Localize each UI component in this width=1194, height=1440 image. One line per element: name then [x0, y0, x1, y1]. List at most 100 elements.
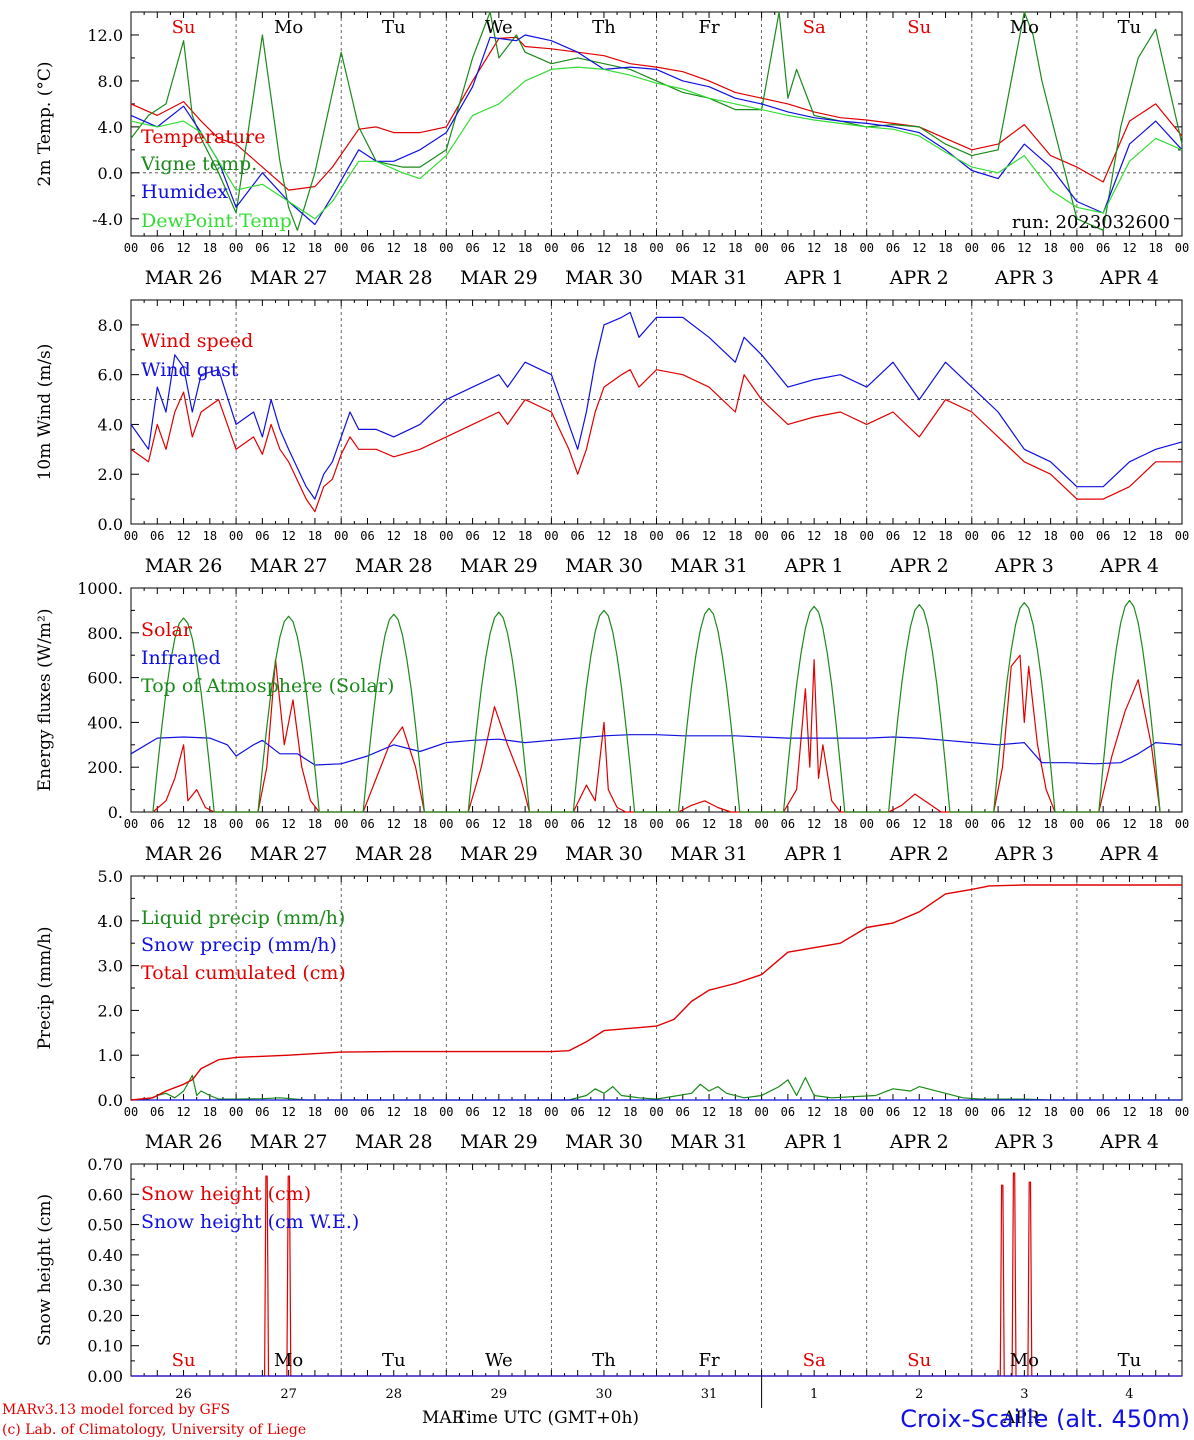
hour-tick-label: 18: [938, 241, 952, 255]
hour-tick-label: 06: [1096, 241, 1110, 255]
y-tick-label: 2.0: [98, 1001, 123, 1020]
weekday-label: Th: [592, 1350, 616, 1371]
weekday-label: Tu: [1118, 17, 1142, 38]
day-number-label: 28: [385, 1387, 402, 1402]
hour-tick-label: 00: [334, 817, 348, 831]
hour-tick-label: 00: [1070, 1105, 1084, 1119]
hour-tick-label: 12: [597, 529, 611, 543]
series-line-snow-height-cm-: [131, 1172, 1182, 1377]
hour-tick-label: 06: [781, 817, 795, 831]
station-label: Croix-Scaille (alt. 450m): [900, 1405, 1190, 1433]
hour-tick-label: 18: [1043, 241, 1057, 255]
hour-tick-label: 00: [965, 817, 979, 831]
hour-tick-label: 00: [1175, 1105, 1189, 1119]
hour-tick-label: 12: [597, 817, 611, 831]
weekday-label: Fr: [699, 17, 720, 38]
legend-entry: Solar: [141, 619, 193, 641]
hour-tick-label: 00: [229, 817, 243, 831]
day-number-label: 3: [1020, 1387, 1028, 1402]
hour-tick-label: 18: [1148, 241, 1162, 255]
y-tick-label: 1.0: [98, 1046, 123, 1065]
date-label: MAR 26: [145, 1131, 223, 1153]
legend-entry: Infrared: [141, 647, 221, 669]
date-label: MAR 30: [565, 267, 643, 289]
hour-tick-label: 12: [702, 1105, 716, 1119]
hour-tick-label: 12: [387, 529, 401, 543]
hour-tick-label: 12: [912, 1105, 926, 1119]
hour-tick-label: 18: [308, 817, 322, 831]
y-tick-label: 4.0: [98, 415, 123, 434]
hour-tick-label: 00: [334, 529, 348, 543]
hour-tick-label: 12: [281, 529, 295, 543]
date-label: MAR 27: [250, 843, 328, 865]
y-axis-label: Precip (mm/h): [35, 926, 55, 1049]
y-tick-label: 6.0: [98, 366, 123, 385]
hour-tick-label: 00: [649, 817, 663, 831]
hour-tick-label: 18: [728, 1105, 742, 1119]
hour-tick-label: 18: [203, 1105, 217, 1119]
weekday-label: Th: [592, 17, 616, 38]
legend-entry: Wind gust: [141, 359, 239, 381]
date-label: MAR 30: [565, 555, 643, 577]
hour-tick-label: 18: [203, 529, 217, 543]
date-label: APR 2: [889, 843, 949, 865]
hour-tick-label: 12: [1122, 1105, 1136, 1119]
day-number-label: 31: [701, 1387, 718, 1402]
hour-tick-label: 18: [518, 817, 532, 831]
hour-tick-label: 00: [334, 241, 348, 255]
hour-tick-label: 06: [360, 241, 374, 255]
hour-tick-label: 12: [1122, 241, 1136, 255]
hour-tick-label: 18: [413, 817, 427, 831]
y-tick-label: 12.0: [87, 26, 123, 45]
weekday-label: Mo: [1010, 1350, 1039, 1371]
hour-tick-label: 18: [623, 529, 637, 543]
y-axis-label: 2m Temp. (°C): [35, 61, 55, 186]
hour-tick-label: 00: [649, 1105, 663, 1119]
hour-tick-label: 18: [623, 817, 637, 831]
hour-tick-label: 06: [150, 529, 164, 543]
hour-tick-label: 12: [597, 1105, 611, 1119]
hour-tick-label: 12: [176, 241, 190, 255]
legend-entry: Temperature: [141, 126, 265, 148]
day-number-label: 4: [1125, 1387, 1133, 1402]
hour-tick-label: 06: [465, 1105, 479, 1119]
plot-frame: [130, 11, 1183, 237]
y-tick-label: 0.50: [87, 1216, 123, 1235]
hour-tick-label: 00: [544, 817, 558, 831]
y-tick-label: 400.: [87, 713, 123, 732]
series-line-infrared: [130, 734, 1183, 766]
hour-tick-label: 18: [1043, 1105, 1057, 1119]
hour-tick-label: 12: [702, 817, 716, 831]
hour-tick-label: 06: [360, 1105, 374, 1119]
hour-tick-label: 12: [807, 529, 821, 543]
hour-tick-label: 18: [833, 817, 847, 831]
y-tick-label: 8.0: [98, 316, 123, 335]
hour-tick-label: 12: [807, 1105, 821, 1119]
date-label: MAR 31: [670, 843, 748, 865]
hour-tick-label: 18: [413, 529, 427, 543]
hour-tick-label: 12: [492, 241, 506, 255]
y-tick-label: 0.70: [87, 1155, 123, 1174]
hour-tick-label: 00: [1175, 529, 1189, 543]
date-label: MAR 29: [460, 555, 538, 577]
hour-tick-label: 18: [518, 241, 532, 255]
hour-tick-label: 18: [518, 529, 532, 543]
hour-tick-label: 00: [544, 1105, 558, 1119]
y-tick-label: 0.40: [87, 1246, 123, 1265]
hour-tick-label: 18: [1148, 817, 1162, 831]
hour-tick-label: 12: [176, 529, 190, 543]
hour-tick-label: 00: [544, 241, 558, 255]
date-label: MAR 28: [355, 555, 433, 577]
hour-tick-label: 12: [1122, 529, 1136, 543]
date-label: APR 4: [1099, 267, 1159, 289]
hour-tick-label: 00: [1070, 817, 1084, 831]
hour-tick-label: 06: [255, 817, 269, 831]
hour-tick-label: 18: [203, 817, 217, 831]
y-tick-label: 4.0: [98, 118, 123, 137]
chart-panel-2: 0.0 2.0 4.0 6.0 8.0 10m Wind (m/s) Wind speed W…: [35, 299, 1189, 577]
hour-tick-label: 06: [991, 1105, 1005, 1119]
hour-tick-label: 06: [781, 1105, 795, 1119]
hour-tick-label: 18: [308, 529, 322, 543]
chart-panel-4: 0.0 1.0 2.0 3.0 4.0 5.0 Precip (mm/h) Liquid pr…: [35, 867, 1189, 1153]
date-label: APR 1: [784, 267, 844, 289]
